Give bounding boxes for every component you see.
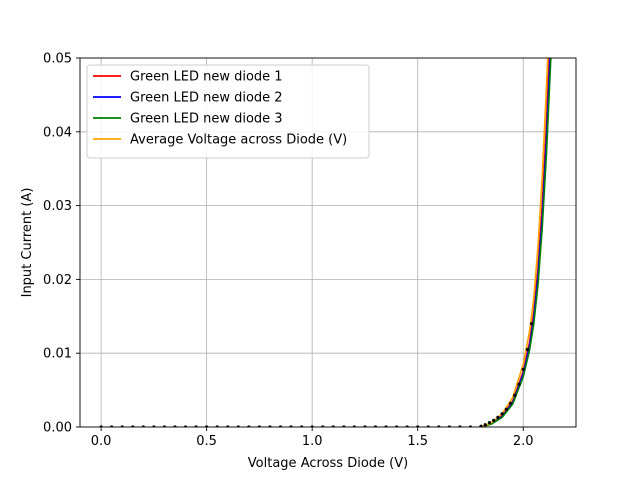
series-line-4 [480, 58, 549, 427]
y-axis-label: Input Current (A) [20, 188, 35, 298]
x-tick-label: 1.0 [302, 434, 323, 449]
legend-label-4: Average Voltage across Diode (V) [130, 133, 347, 148]
data-point [487, 420, 492, 425]
legend-label-3: Green LED new diode 3 [130, 112, 283, 127]
y-tick-label: 0.00 [43, 421, 72, 436]
legend-label-1: Green LED new diode 1 [130, 70, 283, 85]
data-point [508, 401, 513, 405]
series-line-2 [480, 58, 551, 427]
x-tick-label: 0.0 [91, 434, 112, 449]
data-point [517, 382, 521, 386]
y-tick-label: 0.02 [43, 273, 72, 288]
data-point [496, 415, 500, 420]
series-line-3 [480, 58, 552, 427]
data-point [530, 322, 534, 326]
data-point [521, 367, 525, 372]
y-tick-label: 0.03 [43, 199, 72, 214]
data-point [500, 412, 504, 416]
y-tick-label: 0.05 [43, 52, 72, 67]
x-tick-label: 1.5 [407, 434, 428, 449]
y-tick-label: 0.01 [43, 347, 72, 362]
x-tick-label: 0.5 [196, 434, 217, 449]
axes-frame [79, 57, 577, 428]
legend-label-2: Green LED new diode 2 [130, 91, 283, 106]
data-point [513, 393, 517, 397]
x-tick-label: 2.0 [513, 434, 534, 449]
series-group [99, 58, 552, 427]
data-point [525, 347, 530, 352]
x-axis-label: Voltage Across Diode (V) [248, 456, 408, 471]
data-point [504, 407, 508, 411]
data-point [479, 424, 483, 427]
legend-box [86, 64, 370, 159]
data-point [483, 423, 487, 427]
y-tick-label: 0.04 [43, 125, 72, 140]
data-point [492, 418, 496, 422]
legend: Green LED new diode 1 Green LED new diode… [86, 64, 370, 159]
